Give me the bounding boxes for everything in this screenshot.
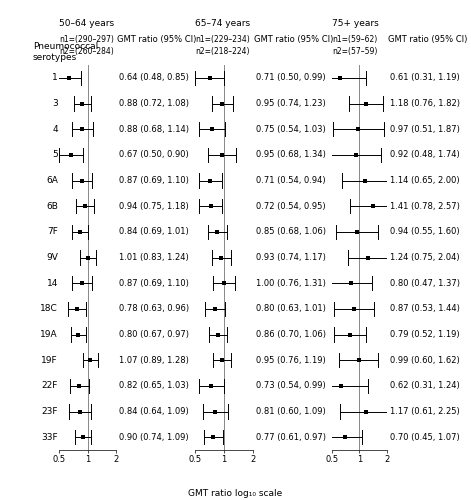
Text: 1.17 (0.61, 2.25): 1.17 (0.61, 2.25) <box>390 407 460 416</box>
Text: 0.80 (0.67, 0.97): 0.80 (0.67, 0.97) <box>120 330 189 339</box>
Text: 0.67 (0.50, 0.90): 0.67 (0.50, 0.90) <box>120 150 189 160</box>
Text: 6B: 6B <box>46 202 58 210</box>
Text: 0.92 (0.48, 1.74): 0.92 (0.48, 1.74) <box>390 150 460 160</box>
Text: GMT ratio (95% CI): GMT ratio (95% CI) <box>254 35 333 44</box>
Text: 0.61 (0.31, 1.19): 0.61 (0.31, 1.19) <box>390 74 460 82</box>
Text: GMT ratio log₁₀ scale: GMT ratio log₁₀ scale <box>188 488 283 498</box>
Text: 4: 4 <box>52 124 58 134</box>
Text: 50–64 years: 50–64 years <box>59 18 114 28</box>
Text: n2=(218–224): n2=(218–224) <box>195 47 250 56</box>
Text: 0.73 (0.54, 0.99): 0.73 (0.54, 0.99) <box>256 382 326 390</box>
Text: n1=(229–234): n1=(229–234) <box>195 35 250 44</box>
Text: 0.75 (0.54, 1.03): 0.75 (0.54, 1.03) <box>256 124 326 134</box>
Text: 0.95 (0.76, 1.19): 0.95 (0.76, 1.19) <box>256 356 326 364</box>
Text: 0.87 (0.69, 1.10): 0.87 (0.69, 1.10) <box>120 278 189 287</box>
Text: 0.81 (0.60, 1.09): 0.81 (0.60, 1.09) <box>256 407 326 416</box>
Text: 14: 14 <box>47 278 58 287</box>
Text: 0.80 (0.47, 1.37): 0.80 (0.47, 1.37) <box>390 278 460 287</box>
Text: 0.90 (0.74, 1.09): 0.90 (0.74, 1.09) <box>120 432 189 442</box>
Text: 0.95 (0.68, 1.34): 0.95 (0.68, 1.34) <box>256 150 326 160</box>
Text: 19F: 19F <box>41 356 58 364</box>
Text: 1: 1 <box>52 74 58 82</box>
Text: 0.62 (0.31, 1.24): 0.62 (0.31, 1.24) <box>390 382 460 390</box>
Text: 0.95 (0.74, 1.23): 0.95 (0.74, 1.23) <box>256 99 326 108</box>
Text: 0.70 (0.45, 1.07): 0.70 (0.45, 1.07) <box>390 432 460 442</box>
Text: 0.64 (0.48, 0.85): 0.64 (0.48, 0.85) <box>120 74 189 82</box>
Text: 0.97 (0.51, 1.87): 0.97 (0.51, 1.87) <box>390 124 460 134</box>
Text: 0.71 (0.50, 0.99): 0.71 (0.50, 0.99) <box>256 74 325 82</box>
Text: 0.86 (0.70, 1.06): 0.86 (0.70, 1.06) <box>256 330 326 339</box>
Text: Pneumococcal
serotypes: Pneumococcal serotypes <box>33 42 98 62</box>
Text: 1.01 (0.83, 1.24): 1.01 (0.83, 1.24) <box>120 253 189 262</box>
Text: n1=(290–297): n1=(290–297) <box>59 35 114 44</box>
Text: 0.79 (0.52, 1.19): 0.79 (0.52, 1.19) <box>390 330 460 339</box>
Text: 1.00 (0.76, 1.31): 1.00 (0.76, 1.31) <box>256 278 326 287</box>
Text: 0.94 (0.55, 1.60): 0.94 (0.55, 1.60) <box>390 228 460 236</box>
Text: GMT ratio (95% CI): GMT ratio (95% CI) <box>388 35 467 44</box>
Text: 0.78 (0.63, 0.96): 0.78 (0.63, 0.96) <box>120 304 189 314</box>
Text: 1.07 (0.89, 1.28): 1.07 (0.89, 1.28) <box>120 356 189 364</box>
Text: 75+ years: 75+ years <box>332 18 379 28</box>
Text: 0.72 (0.54, 0.95): 0.72 (0.54, 0.95) <box>256 202 325 210</box>
Text: 7F: 7F <box>47 228 58 236</box>
Text: 0.84 (0.64, 1.09): 0.84 (0.64, 1.09) <box>120 407 189 416</box>
Text: 0.85 (0.68, 1.06): 0.85 (0.68, 1.06) <box>256 228 326 236</box>
Text: 1.41 (0.78, 2.57): 1.41 (0.78, 2.57) <box>390 202 460 210</box>
Text: 0.80 (0.63, 1.01): 0.80 (0.63, 1.01) <box>256 304 326 314</box>
Text: 1.24 (0.75, 2.04): 1.24 (0.75, 2.04) <box>390 253 460 262</box>
Text: 0.82 (0.65, 1.03): 0.82 (0.65, 1.03) <box>120 382 189 390</box>
Text: 6A: 6A <box>46 176 58 185</box>
Text: 0.71 (0.54, 0.94): 0.71 (0.54, 0.94) <box>256 176 325 185</box>
Text: 3: 3 <box>52 99 58 108</box>
Text: 0.93 (0.74, 1.17): 0.93 (0.74, 1.17) <box>256 253 326 262</box>
Text: 0.88 (0.68, 1.14): 0.88 (0.68, 1.14) <box>120 124 189 134</box>
Text: 33F: 33F <box>41 432 58 442</box>
Text: 0.77 (0.61, 0.97): 0.77 (0.61, 0.97) <box>256 432 326 442</box>
Text: 0.99 (0.60, 1.62): 0.99 (0.60, 1.62) <box>390 356 460 364</box>
Text: 65–74 years: 65–74 years <box>195 18 251 28</box>
Text: 9V: 9V <box>46 253 58 262</box>
Text: 0.87 (0.53, 1.44): 0.87 (0.53, 1.44) <box>390 304 460 314</box>
Text: 0.84 (0.69, 1.01): 0.84 (0.69, 1.01) <box>120 228 189 236</box>
Text: n2=(260–284): n2=(260–284) <box>59 47 114 56</box>
Text: 19A: 19A <box>41 330 58 339</box>
Text: 1.14 (0.65, 2.00): 1.14 (0.65, 2.00) <box>390 176 460 185</box>
Text: 0.87 (0.69, 1.10): 0.87 (0.69, 1.10) <box>120 176 189 185</box>
Text: n2=(57–59): n2=(57–59) <box>332 47 377 56</box>
Text: 5: 5 <box>52 150 58 160</box>
Text: GMT ratio (95% CI): GMT ratio (95% CI) <box>117 35 196 44</box>
Text: 1.18 (0.76, 1.82): 1.18 (0.76, 1.82) <box>390 99 460 108</box>
Text: 22F: 22F <box>41 382 58 390</box>
Text: 0.88 (0.72, 1.08): 0.88 (0.72, 1.08) <box>120 99 189 108</box>
Text: n1=(59–62): n1=(59–62) <box>332 35 377 44</box>
Text: 23F: 23F <box>41 407 58 416</box>
Text: 18C: 18C <box>40 304 58 314</box>
Text: 0.94 (0.75, 1.18): 0.94 (0.75, 1.18) <box>120 202 189 210</box>
